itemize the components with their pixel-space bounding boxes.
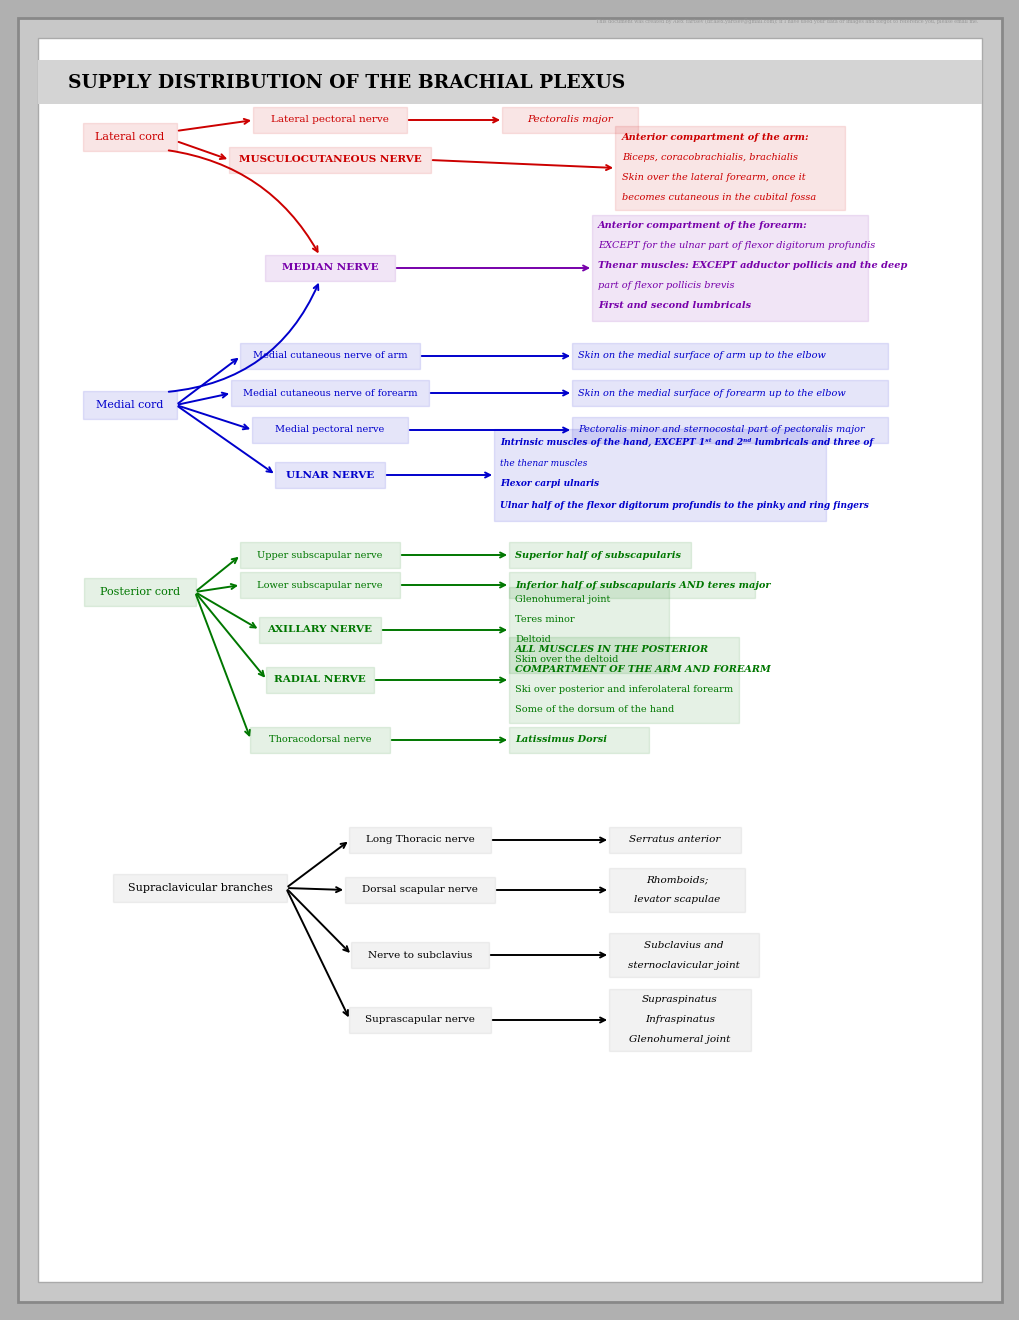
FancyBboxPatch shape xyxy=(265,255,394,281)
FancyBboxPatch shape xyxy=(18,18,1001,1302)
Text: Medial pectoral nerve: Medial pectoral nerve xyxy=(275,425,384,434)
FancyBboxPatch shape xyxy=(38,38,981,1282)
FancyBboxPatch shape xyxy=(230,380,429,407)
FancyBboxPatch shape xyxy=(266,667,374,693)
Text: Flexor carpi ulnaris: Flexor carpi ulnaris xyxy=(499,479,598,488)
Text: Lower subscapular nerve: Lower subscapular nerve xyxy=(257,581,382,590)
Text: Some of the dorsum of the hand: Some of the dorsum of the hand xyxy=(515,705,674,714)
FancyBboxPatch shape xyxy=(113,874,286,902)
Text: Anterior compartment of the arm:: Anterior compartment of the arm: xyxy=(622,133,809,143)
Text: Deltoid: Deltoid xyxy=(515,635,550,644)
Text: Anterior compartment of the forearm:: Anterior compartment of the forearm: xyxy=(597,222,807,231)
FancyBboxPatch shape xyxy=(572,343,888,370)
FancyBboxPatch shape xyxy=(229,147,431,173)
Text: becomes cutaneous in the cubital fossa: becomes cutaneous in the cubital fossa xyxy=(622,194,815,202)
Text: Pectoralis minor and sternocostal part of pectoralis major: Pectoralis minor and sternocostal part o… xyxy=(578,425,864,434)
FancyBboxPatch shape xyxy=(348,1007,490,1034)
Text: Nerve to subclavius: Nerve to subclavius xyxy=(368,950,472,960)
FancyBboxPatch shape xyxy=(239,543,399,568)
FancyBboxPatch shape xyxy=(608,989,750,1051)
Text: Biceps, coracobrachialis, brachialis: Biceps, coracobrachialis, brachialis xyxy=(622,153,797,162)
Text: Intrinsic muscles of the hand, EXCEPT 1ˢᵗ and 2ⁿᵈ lumbricals and three of: Intrinsic muscles of the hand, EXCEPT 1ˢ… xyxy=(499,437,872,446)
Text: Latissimus Dorsi: Latissimus Dorsi xyxy=(515,735,606,744)
FancyBboxPatch shape xyxy=(508,587,668,673)
Text: Lateral cord: Lateral cord xyxy=(96,132,164,143)
Text: part of flexor pollicis brevis: part of flexor pollicis brevis xyxy=(597,281,734,290)
FancyBboxPatch shape xyxy=(38,59,981,104)
Text: Skin over the lateral forearm, once it: Skin over the lateral forearm, once it xyxy=(622,173,805,182)
FancyBboxPatch shape xyxy=(239,343,420,370)
Text: Supraspinatus: Supraspinatus xyxy=(642,995,717,1005)
Text: Medial cutaneous nerve of arm: Medial cutaneous nerve of arm xyxy=(253,351,407,360)
FancyBboxPatch shape xyxy=(253,107,407,133)
Text: Dorsal scapular nerve: Dorsal scapular nerve xyxy=(362,886,478,895)
Text: Glenohumeral joint: Glenohumeral joint xyxy=(515,595,609,605)
Text: EXCEPT for the ulnar part of flexor digitorum profundis: EXCEPT for the ulnar part of flexor digi… xyxy=(597,242,874,251)
FancyBboxPatch shape xyxy=(572,417,888,444)
FancyBboxPatch shape xyxy=(608,828,740,853)
Text: Infraspinatus: Infraspinatus xyxy=(644,1015,714,1024)
Text: Subclavius and: Subclavius and xyxy=(644,940,723,949)
Text: AXILLARY NERVE: AXILLARY NERVE xyxy=(267,626,372,635)
FancyBboxPatch shape xyxy=(508,543,690,568)
Text: Upper subscapular nerve: Upper subscapular nerve xyxy=(257,550,382,560)
Text: MUSCULOCUTANEOUS NERVE: MUSCULOCUTANEOUS NERVE xyxy=(238,156,421,165)
Text: ALL MUSCLES IN THE POSTERIOR: ALL MUSCLES IN THE POSTERIOR xyxy=(515,645,708,655)
Text: Superior half of subscapularis: Superior half of subscapularis xyxy=(515,550,681,560)
FancyBboxPatch shape xyxy=(608,933,758,977)
FancyBboxPatch shape xyxy=(348,828,490,853)
Text: Lateral pectoral nerve: Lateral pectoral nerve xyxy=(271,116,388,124)
Text: Posterior cord: Posterior cord xyxy=(100,587,180,597)
FancyBboxPatch shape xyxy=(614,125,844,210)
Text: Thoracodorsal nerve: Thoracodorsal nerve xyxy=(268,735,371,744)
Text: COMPARTMENT OF THE ARM AND FOREARM: COMPARTMENT OF THE ARM AND FOREARM xyxy=(515,665,770,675)
Text: Thenar muscles: EXCEPT adductor pollicis and the deep: Thenar muscles: EXCEPT adductor pollicis… xyxy=(597,261,907,271)
FancyBboxPatch shape xyxy=(508,727,648,752)
Text: Rhomboids;: Rhomboids; xyxy=(645,875,707,884)
FancyBboxPatch shape xyxy=(351,942,488,968)
Text: levator scapulae: levator scapulae xyxy=(633,895,719,904)
Text: Suprascapular nerve: Suprascapular nerve xyxy=(365,1015,475,1024)
Text: Inferior half of subscapularis AND teres major: Inferior half of subscapularis AND teres… xyxy=(515,581,769,590)
FancyBboxPatch shape xyxy=(493,429,825,521)
FancyBboxPatch shape xyxy=(250,727,389,752)
Text: Supraclavicular branches: Supraclavicular branches xyxy=(127,883,272,894)
FancyBboxPatch shape xyxy=(259,616,381,643)
Text: Pectoralis major: Pectoralis major xyxy=(527,116,612,124)
Text: This document was created by Alex Yartsev (dr.alex.yartsev@gmail.com); if I have: This document was created by Alex Yartse… xyxy=(595,18,977,24)
Text: Long Thoracic nerve: Long Thoracic nerve xyxy=(365,836,474,845)
Text: RADIAL NERVE: RADIAL NERVE xyxy=(274,676,366,685)
Text: SUPPLY DISTRIBUTION OF THE BRACHIAL PLEXUS: SUPPLY DISTRIBUTION OF THE BRACHIAL PLEX… xyxy=(68,74,625,92)
Text: Medial cutaneous nerve of forearm: Medial cutaneous nerve of forearm xyxy=(243,388,417,397)
FancyBboxPatch shape xyxy=(572,380,888,407)
FancyBboxPatch shape xyxy=(83,391,177,418)
Text: Ulnar half of the flexor digitorum profundis to the pinky and ring fingers: Ulnar half of the flexor digitorum profu… xyxy=(499,500,868,510)
Text: Serratus anterior: Serratus anterior xyxy=(629,836,720,845)
FancyBboxPatch shape xyxy=(591,215,867,321)
Text: MEDIAN NERVE: MEDIAN NERVE xyxy=(281,264,378,272)
Text: the thenar muscles: the thenar muscles xyxy=(499,458,587,467)
Text: sternoclavicular joint: sternoclavicular joint xyxy=(628,961,739,969)
FancyBboxPatch shape xyxy=(252,417,408,444)
Text: ULNAR NERVE: ULNAR NERVE xyxy=(285,470,374,479)
FancyBboxPatch shape xyxy=(508,638,739,723)
Text: Skin on the medial surface of arm up to the elbow: Skin on the medial surface of arm up to … xyxy=(578,351,825,360)
FancyBboxPatch shape xyxy=(83,123,177,150)
Text: Medial cord: Medial cord xyxy=(96,400,163,411)
Text: Teres minor: Teres minor xyxy=(515,615,574,624)
Text: Ski over posterior and inferolateral forearm: Ski over posterior and inferolateral for… xyxy=(515,685,733,694)
Text: Glenohumeral joint: Glenohumeral joint xyxy=(629,1035,730,1044)
FancyBboxPatch shape xyxy=(84,578,196,606)
Text: Skin on the medial surface of forearm up to the elbow: Skin on the medial surface of forearm up… xyxy=(578,388,845,397)
Text: Skin over the deltoid: Skin over the deltoid xyxy=(515,656,618,664)
FancyBboxPatch shape xyxy=(608,869,744,912)
Text: First and second lumbricals: First and second lumbricals xyxy=(597,301,750,310)
FancyBboxPatch shape xyxy=(501,107,637,133)
FancyBboxPatch shape xyxy=(508,572,754,598)
FancyBboxPatch shape xyxy=(275,462,384,488)
FancyBboxPatch shape xyxy=(344,876,494,903)
FancyBboxPatch shape xyxy=(239,572,399,598)
